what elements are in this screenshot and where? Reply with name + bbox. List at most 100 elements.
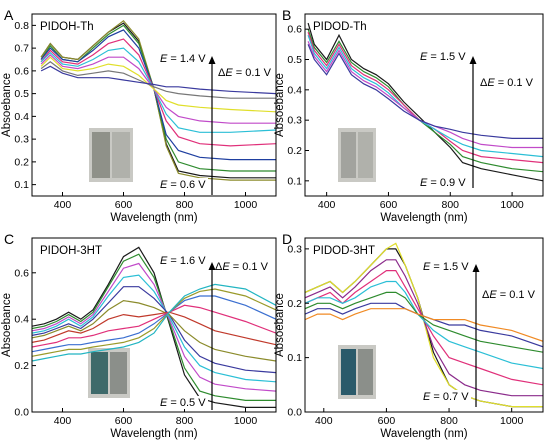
potential-bottom-label: E = 0.5 V: [160, 397, 206, 409]
series-line: [305, 308, 543, 342]
annotation-bg: [158, 52, 208, 65]
series-line: [32, 288, 276, 357]
arrow-head-icon: [208, 262, 216, 270]
potential-top-label: E = 1.5 V: [423, 261, 469, 273]
y-tick-label: 0.6: [287, 24, 302, 36]
series-line: [40, 19, 276, 181]
y-tick-label: 0.2: [14, 156, 29, 168]
annotation-bg: [158, 396, 208, 409]
x-axis-label: Wavelength (nm): [110, 428, 197, 440]
x-tick-label: 400: [315, 415, 333, 427]
y-tick-label: 0.5: [287, 54, 302, 66]
series-line: [305, 280, 543, 370]
series-line: [40, 38, 276, 147]
series-line: [305, 270, 543, 386]
potential-top-label: E = 1.6 V: [160, 255, 206, 267]
annotation-bg: [421, 390, 471, 403]
series-line: [40, 56, 276, 113]
series-line: [305, 291, 543, 353]
inset-film-strip: [341, 349, 356, 395]
panel-d: 400 600 800 1000 0.0 0.1 0.2 0.3 Wavelength (nm)…: [274, 231, 544, 440]
annotation-bg: [158, 254, 208, 267]
annotation-bg: [421, 260, 471, 273]
series-line: [32, 299, 276, 362]
y-tick-label: 0.8: [14, 20, 29, 32]
series-line: [32, 295, 276, 353]
series-line: [40, 29, 276, 161]
annotation-bg: [158, 178, 208, 191]
potential-step-label: ΔE = 0.1 V: [480, 77, 534, 89]
plot-frame: [304, 237, 544, 413]
x-tick-label: 800: [176, 415, 194, 427]
series-line: [40, 61, 276, 99]
series-line: [32, 304, 276, 348]
potential-top-label: E = 1.4 V: [160, 53, 206, 65]
x-axis-label: Wavelength (nm): [380, 212, 467, 224]
x-tick-label: 400: [54, 415, 72, 427]
panel-letter: D: [282, 231, 292, 247]
y-tick-label: 0.0: [14, 407, 29, 419]
y-tick-label: 0.3: [287, 243, 302, 255]
panel-letter: B: [282, 7, 291, 23]
potential-bottom-label: E = 0.9 V: [420, 177, 466, 189]
series-line: [40, 47, 276, 133]
y-tick-label: 0.7: [14, 43, 29, 55]
series-line: [307, 44, 543, 139]
arrow-head-icon: [472, 264, 480, 272]
y-tick-label: 0.1: [287, 352, 302, 364]
panel-title: PIDOD-3HT: [313, 245, 375, 257]
inset-film-strip: [358, 349, 373, 395]
y-tick-label: 0.3: [287, 115, 302, 127]
x-tick-label: 600: [380, 199, 398, 211]
plot-frame: [31, 13, 277, 197]
potential-bottom-label: E = 0.6 V: [160, 179, 206, 191]
annotation-bg: [213, 260, 271, 273]
y-tick-label: 0.6: [14, 267, 29, 279]
series-line: [307, 35, 543, 158]
panel-letter: C: [4, 231, 14, 247]
potential-step-label: ΔE = 0.1 V: [482, 289, 536, 301]
x-tick-label: 800: [176, 199, 194, 211]
series-line: [32, 311, 276, 346]
panel-b: 400 600 800 1000 0.1 0.2 0.3 0.4 0.5 0.6 Wavelengt…: [274, 7, 544, 224]
series-line: [40, 65, 276, 95]
y-axis-label: Absoebance: [274, 293, 286, 357]
potential-top-label: E = 1.5 V: [420, 51, 466, 63]
y-tick-label: 0.4: [14, 314, 29, 326]
series-line: [305, 302, 543, 348]
potential-step-label: ΔE = 0.1 V: [218, 67, 272, 79]
series-line: [32, 283, 276, 362]
plot-frame: [304, 13, 544, 197]
potential-bottom-label: E = 0.7 V: [423, 391, 469, 403]
x-tick-label: 800: [440, 415, 458, 427]
panel-title: PIDOH-3HT: [40, 245, 102, 257]
y-axis-label: Absoebance: [274, 73, 286, 137]
y-tick-label: 0.2: [14, 360, 29, 372]
annotation-bg: [418, 50, 468, 63]
series-line: [32, 262, 276, 392]
inset-film-strip: [92, 132, 110, 178]
y-tick-label: 0.5: [14, 88, 29, 100]
x-tick-label: 400: [54, 199, 72, 211]
panel-a: 400 600 800 1000 0.1 0.2 0.3 0.4 0.5 0.6 0.7 0.8 Wav…: [1, 7, 277, 224]
annotation-bg: [216, 66, 274, 79]
panel-title: PIDOD-Th: [313, 21, 367, 33]
x-tick-label: 600: [115, 415, 133, 427]
plot-frame: [31, 237, 277, 413]
series-line: [307, 41, 543, 149]
series-line: [307, 32, 543, 164]
y-tick-label: 0.1: [14, 179, 29, 191]
inset-film-strip: [91, 352, 108, 394]
panel-c: 400 600 800 1000 0.0 0.2 0.4 0.6 Wavelength (nm)…: [1, 231, 277, 440]
series-line: [305, 259, 543, 397]
series-line: [32, 274, 276, 383]
inset-film-strip: [112, 132, 130, 178]
y-axis-label: Absoebance: [1, 73, 13, 137]
series-line: [307, 22, 543, 182]
arrow-head-icon: [469, 56, 477, 64]
series-line: [40, 54, 276, 124]
annotation-bg: [478, 76, 536, 89]
x-tick-label: 800: [442, 199, 460, 211]
annotation-bg: [480, 288, 538, 301]
